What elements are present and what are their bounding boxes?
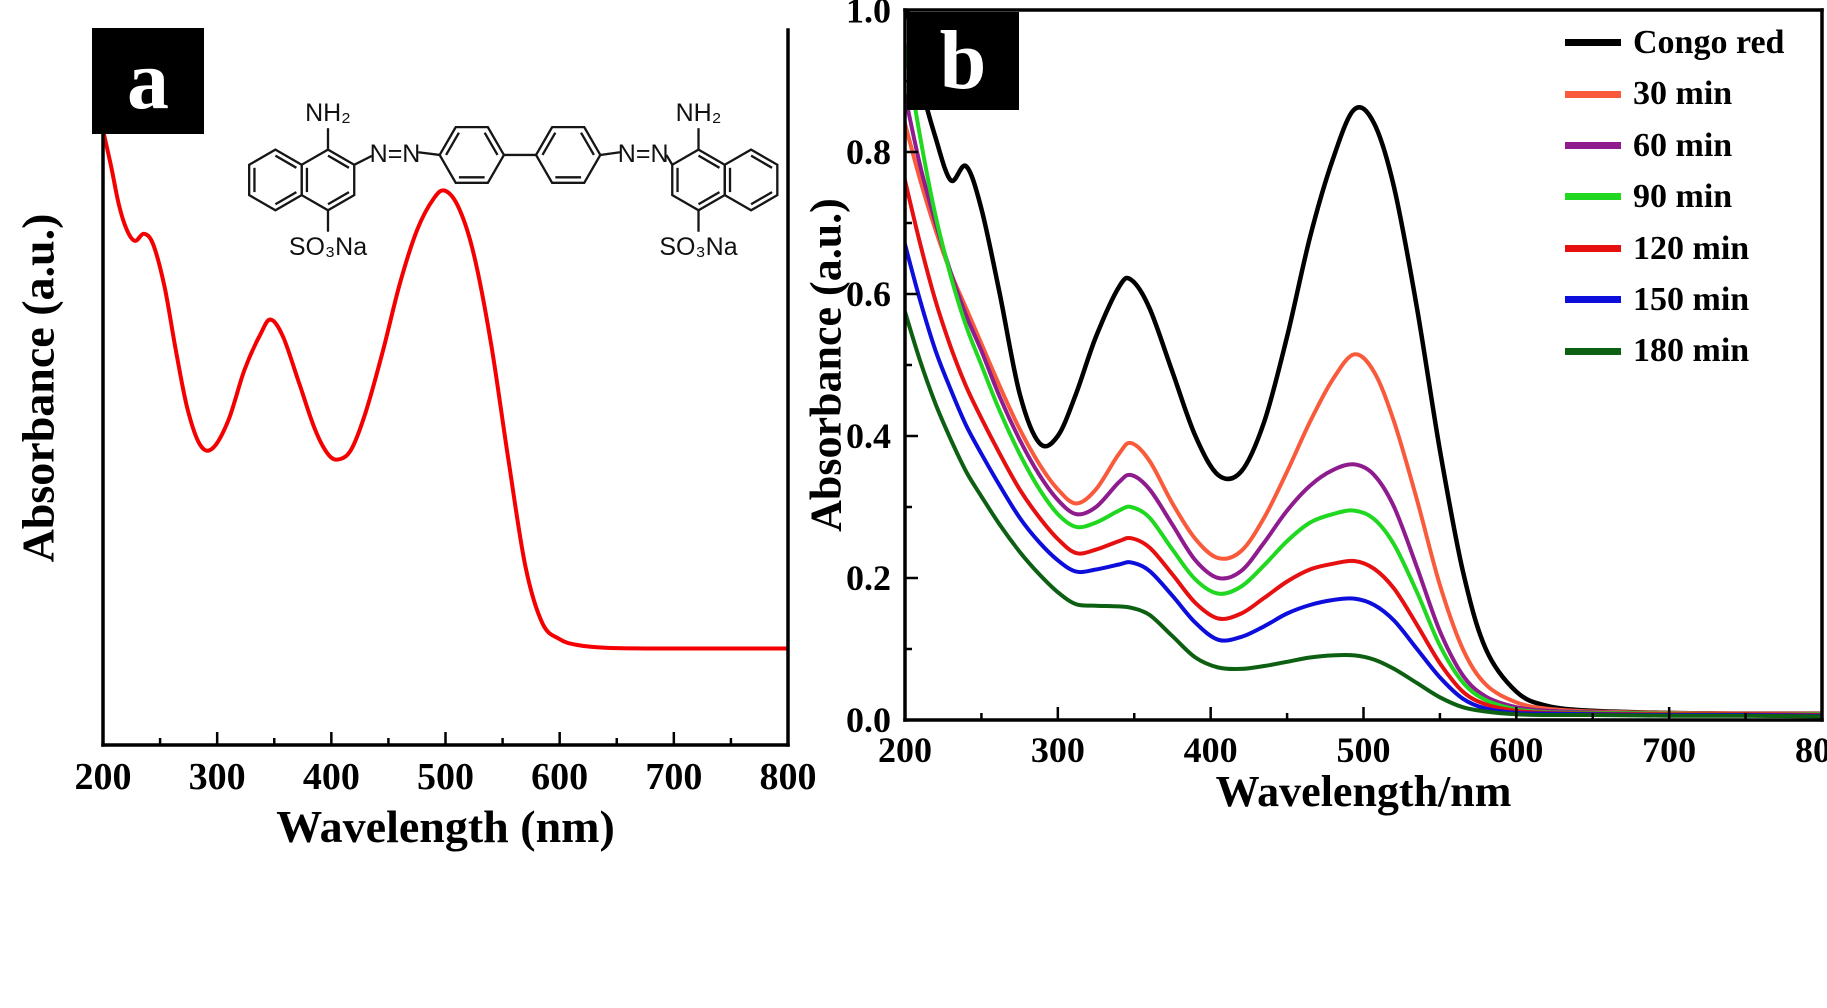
sulfonate-label-left: SO₃Na [289,233,367,261]
legend-item-180min: 180 min [1565,332,1784,369]
panel-a-x-axis-title: Wavelength (nm) [276,801,615,852]
aromatic-bond [274,191,297,206]
legend-label: 120 min [1633,229,1750,267]
panel-b: 2003004005006007008000.00.20.40.60.81.0 … [800,0,1827,1008]
naphthalene-ring [248,148,303,212]
azo-label-left: N=N [370,140,421,168]
legend-swatch-congo-red [1565,39,1621,47]
amine-label-left: NH₂ [305,99,351,127]
curve-30-min [905,121,1822,716]
legend-swatch-30min [1565,90,1621,98]
aromatic-bond [750,191,773,206]
legend-item-150min: 150 min [1565,281,1784,318]
x-tick-label: 400 [1184,730,1238,770]
y-tick-label: 0.0 [846,700,891,740]
legend-label: 30 min [1633,75,1733,113]
azo-label-right: N=N [618,140,669,168]
panel-b-label: b [907,12,1019,110]
panel-a-y-axis-title: Absorbance (a.u.) [12,213,64,563]
x-tick-label: 700 [1642,730,1696,770]
x-tick-label: 700 [645,756,702,798]
x-tick-label: 600 [1489,730,1543,770]
sulfonate-label-right: SO₃Na [659,233,737,261]
legend-item-30min: 30 min [1565,75,1784,112]
legend-swatch-180min [1565,347,1621,355]
bond-azo-left-b [418,151,440,157]
legend-label: Congo red [1633,24,1785,61]
curve-120-min [905,178,1822,717]
panel-a: 200 300 400 500 600 700 800 NH₂ N=N N=N [0,0,855,1008]
naphthalene-ring [300,148,356,212]
curve-congo-red [905,10,1822,716]
legend-item-120min: 120 min [1565,230,1784,267]
naphthalene-ring [671,148,726,212]
legend-swatch-120min [1565,244,1621,252]
aromatic-bond [750,154,773,169]
aromatic-bond [541,132,557,156]
panel-b-x-axis-title: Wavelength/nm [1215,767,1512,816]
legend: Congo red 30 min 60 min 90 min 120 min 1… [1565,24,1784,370]
aromatic-bond [483,132,499,156]
y-tick-label: 0.4 [846,416,891,456]
panel-a-spectrum-plot: 200 300 400 500 600 700 800 [75,28,817,798]
legend-label: 150 min [1633,280,1750,318]
x-tick-label: 300 [189,756,246,798]
aromatic-bond [580,132,595,156]
curve-60-min [905,93,1822,717]
aromatic-bond [327,154,350,169]
curve-180-min [905,309,1822,719]
benzene-ring [534,125,602,184]
panel-a-label: a [92,28,204,134]
x-tick-label: 800 [1795,730,1827,770]
y-tick-label: 0.6 [846,274,891,314]
benzene-ring [438,125,506,184]
amine-label-right: NH₂ [676,99,722,127]
congo-red-structure-diagram: NH₂ N=N N=N NH₂ SO₃Na SO₃Na [248,99,779,261]
legend-label: 180 min [1633,332,1750,370]
aromatic-bond [327,191,350,206]
y-tick-label: 1.0 [846,0,891,30]
legend-swatch-150min [1565,296,1621,304]
aromatic-bond [274,154,297,169]
x-tick-label: 500 [417,756,474,798]
panel-b-y-axis-title: Absorbance (a.u.) [801,198,851,532]
bond-azo-left-a [353,154,373,166]
x-tick-label: 500 [1337,730,1391,770]
legend-item-congo-red: Congo red [1565,24,1784,61]
y-tick-label: 0.8 [846,132,891,172]
legend-label: 90 min [1633,178,1733,216]
curve-congo-red [103,128,788,651]
bond-azo-right-b [665,154,674,166]
y-tick-label: 0.2 [846,558,891,598]
legend-item-60min: 60 min [1565,127,1784,164]
aromatic-bond [697,154,721,169]
legend-swatch-60min [1565,141,1621,149]
x-tick-label: 600 [531,756,588,798]
aromatic-bond [445,132,460,156]
x-tick-label: 300 [1031,730,1085,770]
aromatic-bond [697,191,721,206]
curve-90-min [905,43,1822,717]
x-tick-label: 400 [303,756,360,798]
panel-b-spectra-plot: 200 300 400 500 600 700 800 0.0 0.2 0.4 0.6 0.8 1.0 [846,0,1827,770]
legend-swatch-90min [1565,193,1621,201]
legend-label: 60 min [1633,126,1733,164]
naphthalene-ring [723,148,779,212]
x-tick-label: 800 [760,756,817,798]
bond-azo-right-a [600,151,621,157]
x-tick-label: 200 [75,756,132,798]
x-tick-label: 200 [878,730,932,770]
legend-item-90min: 90 min [1565,178,1784,215]
